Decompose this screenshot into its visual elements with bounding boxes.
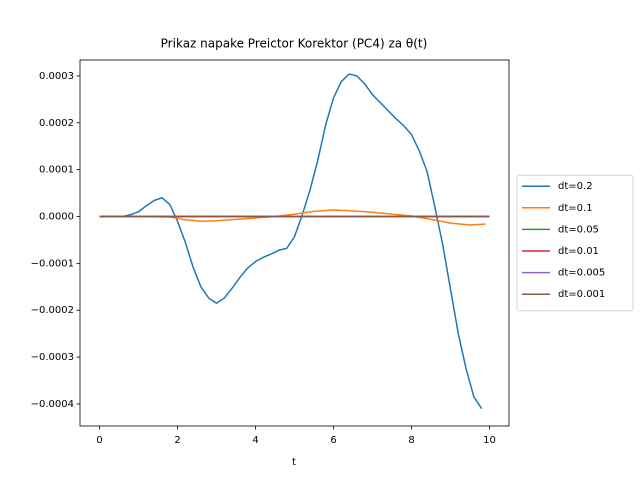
y-tick-label: 0.0001 — [39, 165, 74, 176]
legend-box — [516, 174, 634, 312]
legend-label: dt=0.01 — [558, 246, 599, 257]
legend: dt=0.2 dt=0.1 dt=0.05 dt=0.01 dt=0.005 dt=0.0… — [516, 174, 634, 312]
y-tick-label: 0.0000 — [39, 212, 74, 223]
x-tick-label: 0 — [96, 435, 102, 446]
x-tick-label: 6 — [330, 435, 336, 446]
series-line — [99, 73, 483, 410]
series-line — [99, 209, 486, 226]
chart-title: Prikaz napake Preictor Korektor (PC4) za… — [161, 37, 428, 51]
x-tick-label: 2 — [174, 435, 180, 446]
legend-label: dt=0.001 — [558, 289, 605, 300]
x-tick-label: 4 — [252, 435, 258, 446]
x-axis-label: t — [292, 457, 296, 468]
axes-frame — [79, 59, 510, 427]
y-tick-label: −0.0004 — [31, 399, 74, 410]
legend-label: dt=0.05 — [558, 224, 599, 235]
y-tick-label: 0.0003 — [39, 71, 74, 82]
y-tick-label: −0.0003 — [31, 352, 74, 363]
plot-area: 0 2 4 6 8 10 0.0003 0.0002 0.0001 0.0000 −0.0001 −0… — [31, 71, 496, 446]
legend-label: dt=0.1 — [558, 203, 593, 214]
legend-label: dt=0.005 — [558, 268, 605, 279]
x-tick-label: 8 — [408, 435, 414, 446]
x-tick-label: 10 — [483, 435, 496, 446]
y-tick-label: 0.0002 — [39, 118, 74, 129]
legend-label: dt=0.2 — [558, 181, 593, 192]
y-tick-label: −0.0001 — [31, 258, 74, 269]
y-tick-label: −0.0002 — [31, 305, 74, 316]
